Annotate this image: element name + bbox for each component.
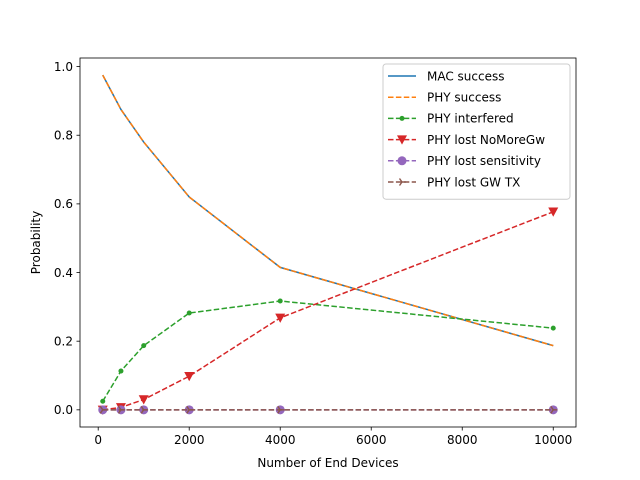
legend-entry: PHY lost sensitivity <box>388 154 541 168</box>
data-point <box>138 395 149 405</box>
axes: 0 2000 4000 6000 8000 10000 0.0 0.2 0.4 0.6 0.8 1.0… <box>29 57 577 470</box>
y-tick-label: 0.0 <box>54 403 73 417</box>
legend-marker <box>397 156 407 166</box>
data-point <box>277 298 283 304</box>
data-point <box>186 405 194 414</box>
data-point <box>548 207 559 217</box>
data-point-arm <box>277 405 281 411</box>
x-tick-label: 8000 <box>447 433 478 447</box>
data-point <box>275 313 286 323</box>
data-point-arm <box>140 405 145 411</box>
data-point <box>117 405 125 414</box>
x-tick-label: 0 <box>94 433 102 447</box>
data-point-arm <box>550 405 554 411</box>
y-tick-label: 0.4 <box>54 266 73 280</box>
data-point-arm <box>99 409 104 414</box>
legend-label: PHY interfered <box>427 112 514 126</box>
legend-marker <box>397 135 407 145</box>
series-1 <box>102 74 554 347</box>
axes-frame <box>79 57 577 428</box>
data-point <box>550 405 558 414</box>
data-point-arm <box>140 409 145 414</box>
y-tick-label: 0.6 <box>54 197 73 211</box>
series-2 <box>100 298 556 404</box>
legend-box <box>382 63 571 200</box>
legend-label: PHY lost NoMoreGw <box>427 133 545 147</box>
series-line <box>102 300 554 402</box>
data-point <box>277 405 285 414</box>
y-axis-label: Probability <box>29 211 43 274</box>
data-point <box>100 398 106 404</box>
x-axis-label: Number of End Devices <box>257 456 398 470</box>
x-tick-label: 4000 <box>265 433 296 447</box>
series-line <box>102 74 554 347</box>
data-point-arm <box>186 405 190 411</box>
data-point-arm <box>277 409 281 414</box>
x-tick-label: 6000 <box>356 433 387 447</box>
legend-entry: MAC success <box>388 69 504 83</box>
legend-entry: PHY success <box>388 91 501 105</box>
x-tick-label: 2000 <box>174 433 205 447</box>
data-point <box>550 325 556 331</box>
plot-area <box>97 74 559 415</box>
legend-label: PHY success <box>427 91 501 105</box>
data-point <box>141 343 147 349</box>
data-point <box>184 371 195 382</box>
legend-label: PHY lost sensitivity <box>427 154 541 168</box>
legend-entry: PHY lost NoMoreGw <box>388 133 545 147</box>
data-point <box>118 368 124 374</box>
legend-entry: PHY interfered <box>388 112 514 126</box>
x-tick-label: 10000 <box>534 433 572 447</box>
series-line <box>102 211 554 411</box>
legend-marker <box>399 115 405 121</box>
data-point-arm <box>550 409 554 414</box>
data-point-arm <box>186 409 190 414</box>
legend-marker <box>398 178 406 186</box>
y-tick-label: 0.8 <box>54 129 73 143</box>
y-tick-label: 1.0 <box>54 60 73 74</box>
y-tick-label: 0.2 <box>54 334 73 348</box>
data-point <box>186 310 192 316</box>
legend: MAC success PHY success PHY interfered PHY … <box>382 63 571 200</box>
legend-marker-arm <box>398 178 403 183</box>
legend-entry: PHY lost GW TX <box>388 175 520 189</box>
data-point-arm <box>117 405 122 411</box>
data-point-arm <box>99 405 104 411</box>
data-point <box>99 405 107 414</box>
legend-marker-arm <box>398 181 403 186</box>
legend-label: PHY lost GW TX <box>427 175 520 189</box>
legend-label: MAC success <box>427 69 504 83</box>
series-5 <box>99 405 558 414</box>
data-point <box>140 405 148 414</box>
data-point-arm <box>117 409 122 414</box>
